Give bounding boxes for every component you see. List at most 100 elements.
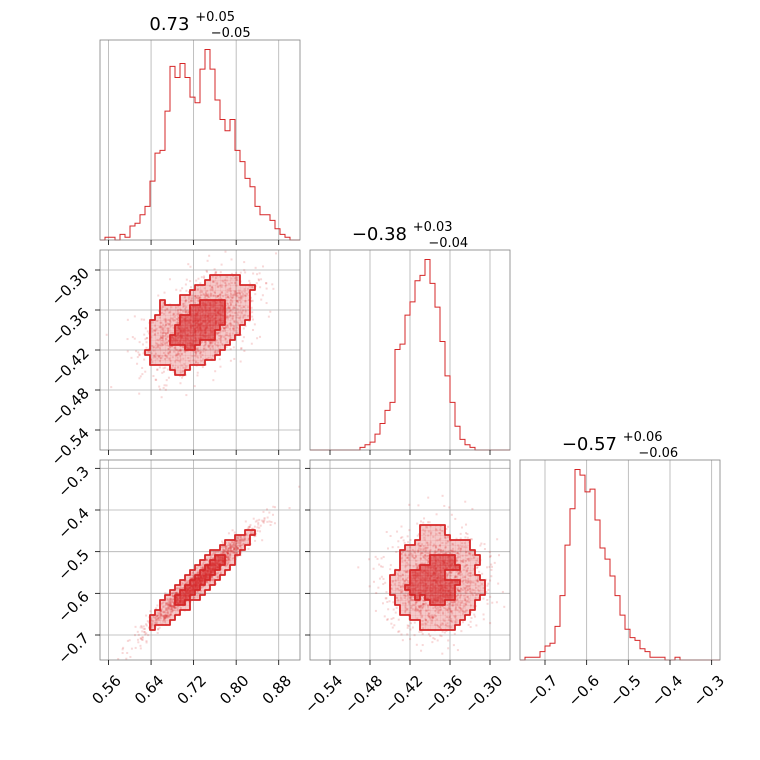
scatter-point <box>413 551 416 554</box>
contour-fill-cell <box>235 305 241 311</box>
scatter-point <box>191 355 194 358</box>
x-ticks-hist-p2 <box>329 450 491 455</box>
scatter-point <box>164 607 167 610</box>
scatter-point <box>491 565 494 568</box>
scatter-point <box>219 284 222 287</box>
scatter-point <box>229 348 232 351</box>
scatter-point <box>468 574 471 577</box>
scatter-point <box>450 626 453 629</box>
scatter-point <box>224 545 227 548</box>
scatter-point <box>458 606 461 609</box>
scatter-point <box>139 637 142 640</box>
contour-fill-cell <box>210 340 216 346</box>
scatter-point <box>407 615 410 618</box>
scatter-point <box>225 317 228 320</box>
scatter-point <box>215 572 218 575</box>
scatter-point <box>423 517 426 520</box>
scatter-point <box>227 305 230 308</box>
histogram-p3-steps <box>520 469 720 661</box>
scatter-point <box>405 570 408 573</box>
scatter-point <box>197 571 200 574</box>
scatter-point <box>431 616 434 619</box>
contour-fill-cell <box>220 565 226 571</box>
scatter-point <box>221 325 224 328</box>
contour-fill-cell <box>225 305 231 311</box>
scatter-point <box>447 639 450 642</box>
contour-fill-cell <box>225 340 231 346</box>
scatter-point <box>462 582 465 585</box>
scatter-point <box>200 566 203 569</box>
scatter-point <box>190 577 193 580</box>
contour-fill-cell <box>205 325 211 331</box>
scatter-point <box>219 552 222 555</box>
scatter-point <box>407 581 410 584</box>
scatter-point <box>184 307 187 310</box>
scatter-point <box>150 617 153 620</box>
scatter-point <box>153 333 156 336</box>
scatter-point <box>426 620 429 623</box>
scatter-point <box>145 614 148 617</box>
contour-fill-cell <box>220 300 226 306</box>
scatter-point <box>450 549 453 552</box>
scatter-point <box>143 358 146 361</box>
scatter-point <box>160 336 163 339</box>
scatter-point <box>461 542 464 545</box>
scatter-point <box>441 530 444 533</box>
scatter-point <box>150 321 153 324</box>
contour-fill-cell <box>215 565 221 571</box>
scatter-point <box>166 342 169 345</box>
scatter-point <box>411 549 414 552</box>
scatter-point <box>219 335 222 338</box>
scatter-point <box>160 342 163 345</box>
scatter-point <box>190 596 193 599</box>
scatter-point <box>458 555 461 558</box>
scatter-point <box>434 546 437 549</box>
scatter-point <box>170 605 173 608</box>
scatter-point <box>225 326 228 329</box>
contour-fill-cell <box>215 550 221 556</box>
scatter-point <box>215 339 218 342</box>
scatter-point <box>434 551 437 554</box>
scatter-point <box>251 532 254 535</box>
scatter-point <box>178 612 181 615</box>
scatter-point <box>240 543 243 546</box>
scatter-point <box>161 332 164 335</box>
scatter-point <box>415 643 418 646</box>
scatter-point <box>459 577 462 580</box>
scatter-point <box>162 303 165 306</box>
contour-fill-cell <box>190 330 196 336</box>
scatter-point <box>145 336 148 339</box>
scatter-point <box>238 542 241 545</box>
x-ticks-scatter-p1-p3: 0.56 0.64 0.72 0.80 0.88 <box>89 660 295 708</box>
scatter-point <box>224 326 227 329</box>
scatter-point <box>219 275 222 278</box>
scatter-point <box>456 589 459 592</box>
scatter-point <box>441 549 444 552</box>
scatter-point <box>167 327 170 330</box>
contour-fill-cell <box>240 540 246 546</box>
scatter-point <box>266 516 269 519</box>
scatter-point <box>161 371 164 374</box>
contour-fill-cell <box>180 330 186 336</box>
scatter-point <box>143 631 146 634</box>
scatter-point <box>433 638 436 641</box>
scatter-point <box>468 557 471 560</box>
contour-fill-cell <box>195 330 201 336</box>
scatter-point <box>204 342 207 345</box>
contour-fill-cell <box>205 355 211 361</box>
scatter-point <box>385 597 388 600</box>
scatter-point <box>194 295 197 298</box>
scatter-point <box>245 533 248 536</box>
scatter-point <box>164 615 167 618</box>
scatter-point <box>386 618 389 621</box>
contour-fill-cell <box>195 340 201 346</box>
scatter-point <box>427 615 430 618</box>
scatter-point <box>465 523 468 526</box>
scatter-point <box>217 577 220 580</box>
scatter-point <box>145 341 148 344</box>
scatter-point <box>229 314 232 317</box>
scatter-point <box>240 547 243 550</box>
scatter-point <box>180 364 183 367</box>
scatter-point <box>441 541 444 544</box>
scatter-point <box>251 311 254 314</box>
